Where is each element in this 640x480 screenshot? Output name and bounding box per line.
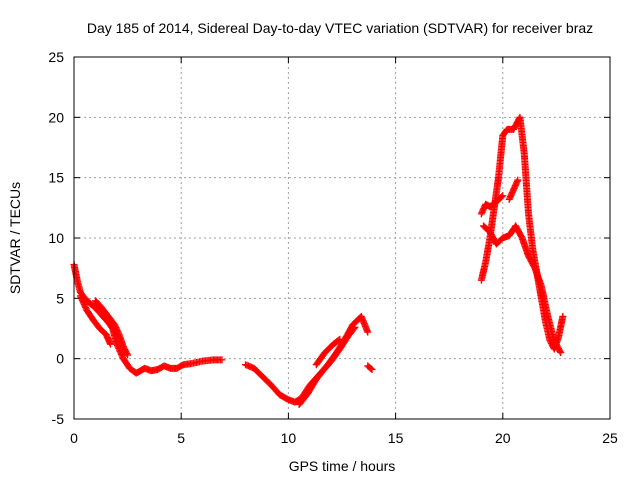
y-tick-label: 20 <box>48 109 64 125</box>
data-point <box>335 336 343 344</box>
data-points <box>70 113 567 409</box>
data-point <box>499 192 507 200</box>
data-point <box>368 366 376 374</box>
x-tick-label: 5 <box>177 430 185 446</box>
data-point <box>364 328 372 336</box>
data-point <box>350 325 358 332</box>
y-tick-label: 25 <box>48 49 64 65</box>
y-tick-label: 10 <box>48 230 64 246</box>
tick-labels: 0 5 10 15 20 25 -5 0 5 10 15 20 25 <box>48 49 618 446</box>
data-point <box>336 335 344 343</box>
series-seg2 <box>76 292 114 348</box>
y-tick-label: 0 <box>56 351 64 367</box>
series-seg6 <box>312 335 344 369</box>
x-tick-label: 0 <box>70 430 78 446</box>
x-axis-label: GPS time / hours <box>289 458 396 474</box>
series-seg10 <box>477 192 507 218</box>
data-point <box>123 350 131 358</box>
series-seg5 <box>295 323 359 409</box>
data-point <box>514 176 522 184</box>
data-point <box>556 347 564 355</box>
series-seg3 <box>91 297 132 359</box>
data-point <box>351 323 359 331</box>
y-tick-label: 5 <box>56 290 64 306</box>
chart-title: Day 185 of 2014, Sidereal Day-to-day VTE… <box>87 20 593 36</box>
x-tick-label: 25 <box>602 430 618 446</box>
data-point <box>557 349 565 357</box>
series-seg1 <box>70 261 226 377</box>
series-seg11 <box>505 176 522 203</box>
data-point <box>124 351 132 359</box>
data-point <box>498 193 506 201</box>
y-axis-label: SDTVAR / TECUs <box>7 182 23 294</box>
x-tick-label: 20 <box>495 430 511 446</box>
series-seg7 <box>364 362 376 374</box>
plot-frame <box>73 56 611 420</box>
data-point <box>218 356 226 364</box>
series-seg9 <box>480 222 565 357</box>
x-tick-label: 15 <box>388 430 404 446</box>
data-point <box>367 365 375 373</box>
y-tick-label: 15 <box>48 170 64 186</box>
y-tick-label: -5 <box>52 411 65 427</box>
data-point <box>559 312 567 320</box>
x-tick-label: 10 <box>281 430 297 446</box>
data-point <box>106 340 114 348</box>
